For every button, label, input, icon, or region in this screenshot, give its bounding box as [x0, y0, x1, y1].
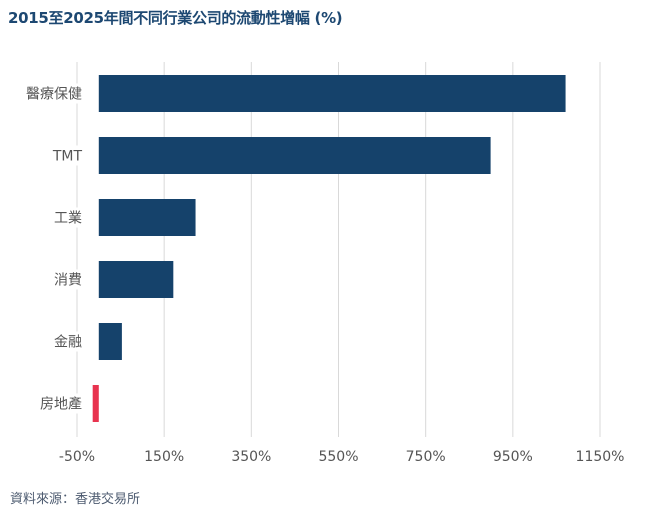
x-tick-label: -50% [59, 449, 95, 465]
x-tick-label: 350% [231, 449, 271, 465]
category-label-background [49, 331, 84, 352]
source-note: 資料來源：香港交易所 [10, 492, 141, 507]
category-label-background [20, 83, 84, 104]
category-label-background [34, 145, 84, 166]
bar-1 [98, 75, 566, 112]
x-tick-label: 1150% [576, 449, 625, 465]
category-label: TMT [52, 149, 83, 165]
category-label: 金融 [54, 335, 82, 351]
bar-6 [92, 385, 99, 422]
bar-3 [98, 199, 196, 236]
bar-5 [98, 323, 122, 360]
category-label-background [49, 207, 84, 228]
category-label: 工業 [54, 211, 82, 227]
category-label: 房地產 [40, 396, 82, 413]
chart-title: 2015至2025年間不同行業公司的流動性增幅 (%) [8, 9, 343, 27]
x-tick-label: 750% [406, 449, 446, 465]
category-label-background [49, 269, 84, 290]
category-label: 消費 [54, 273, 82, 289]
x-tick-label: 550% [318, 449, 358, 465]
category-label-background [34, 393, 84, 414]
x-tick-label: 150% [144, 449, 184, 465]
category-label: 醫療保健 [26, 86, 82, 103]
bar-4 [98, 261, 174, 298]
x-tick-label: 950% [493, 449, 533, 465]
bar-2 [98, 137, 491, 174]
